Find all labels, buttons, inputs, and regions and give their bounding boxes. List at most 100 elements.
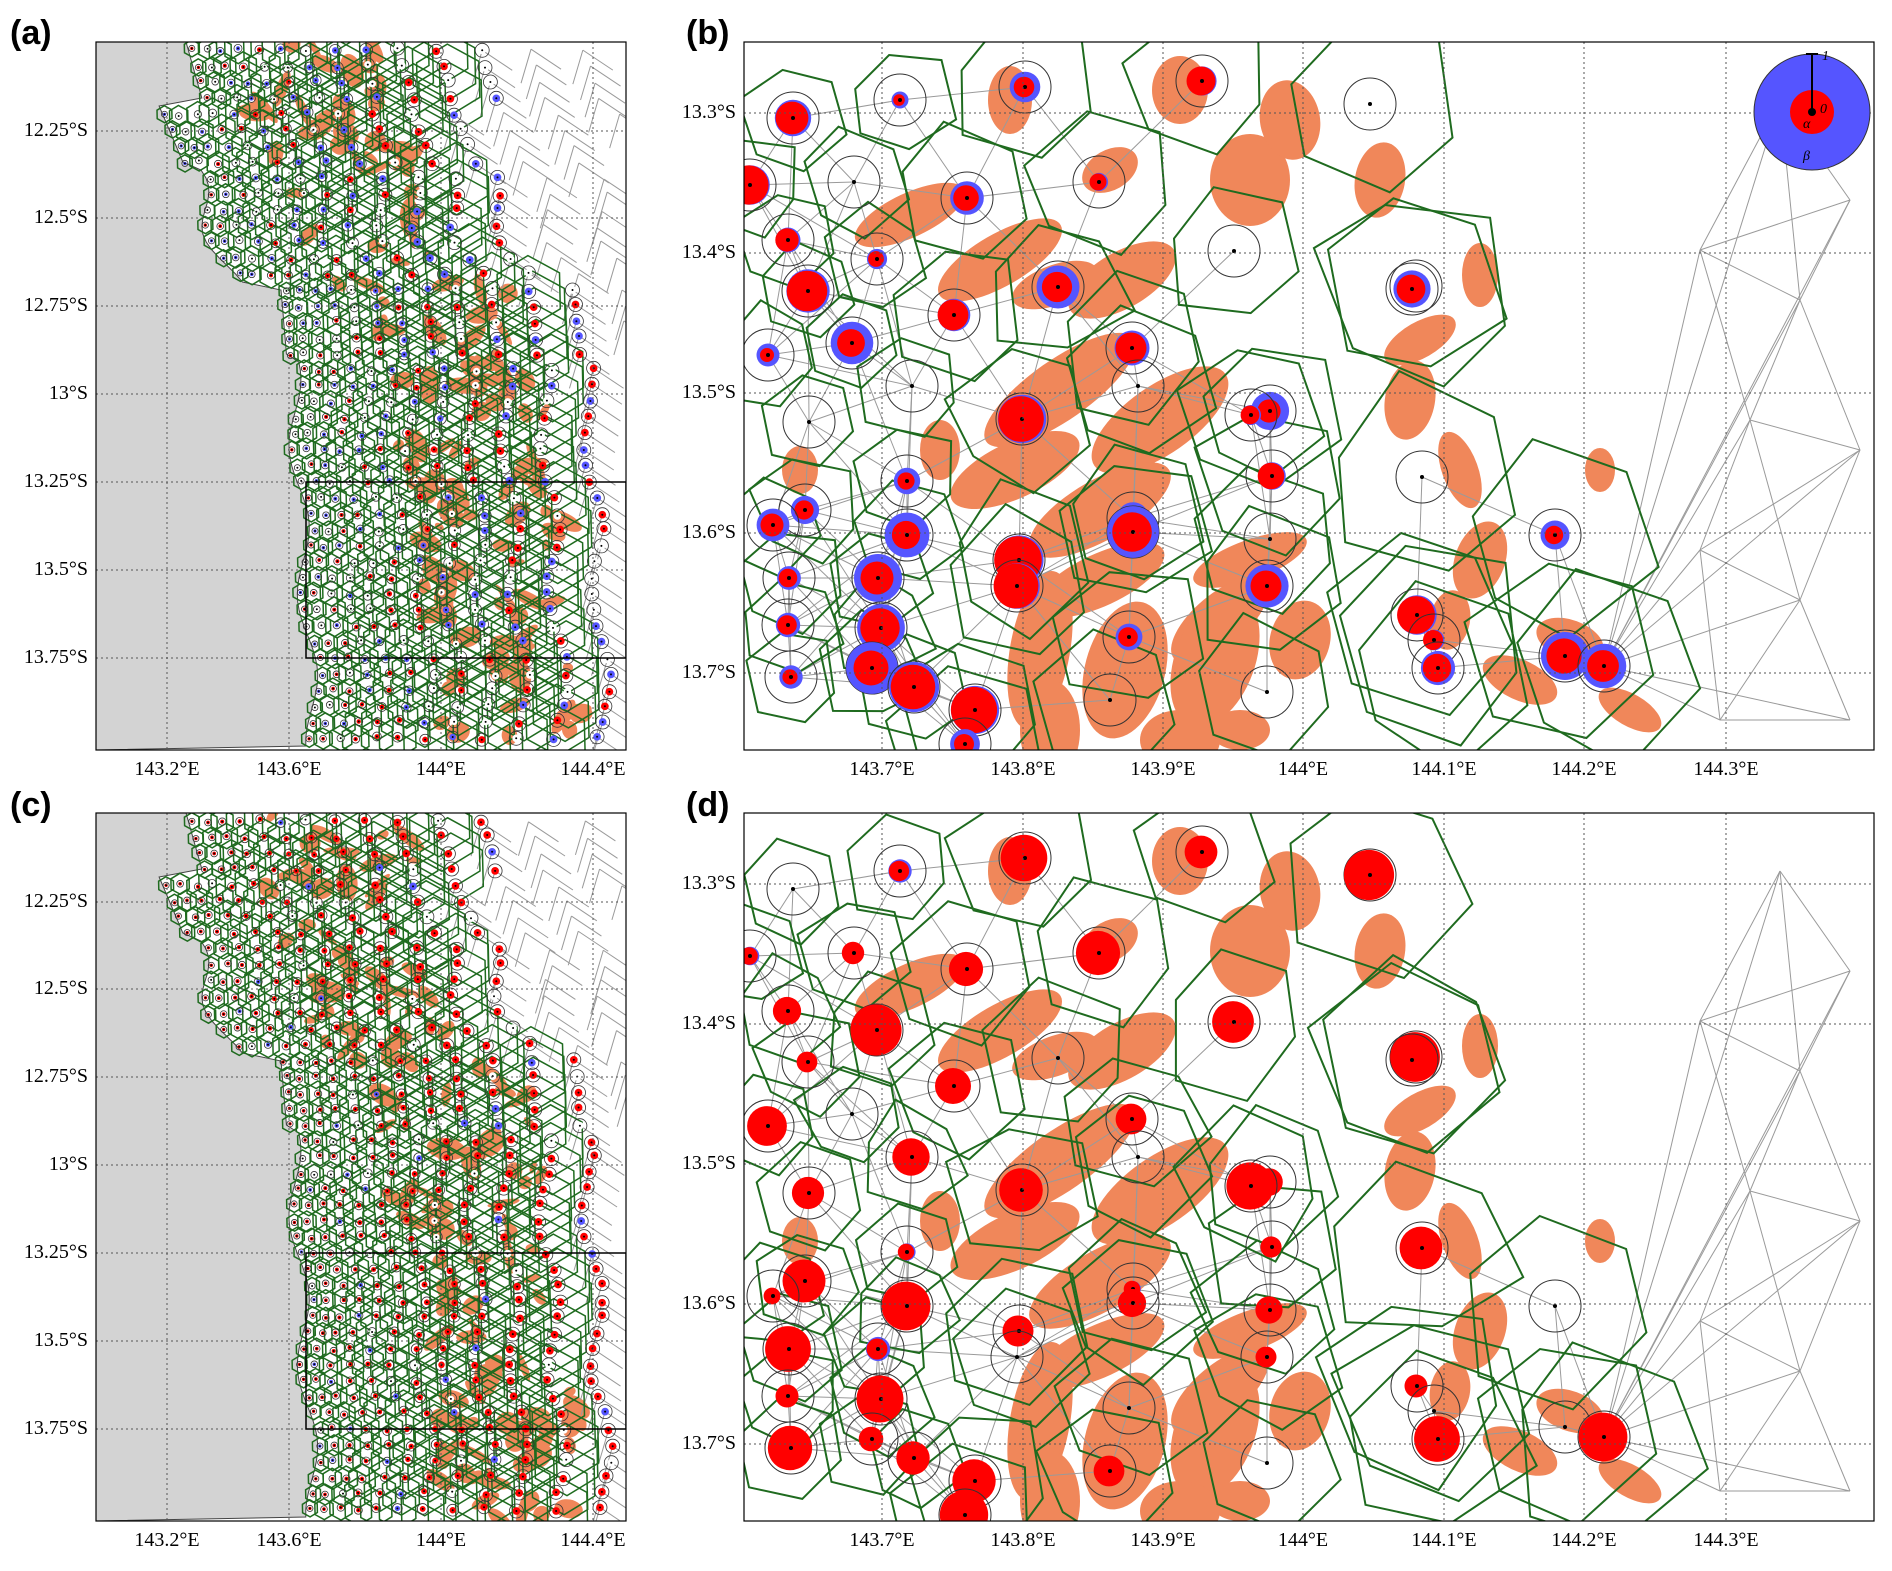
node-center — [351, 1093, 354, 1096]
node-center — [533, 1108, 536, 1111]
node-circle — [365, 76, 380, 91]
node-circle — [379, 956, 394, 971]
node-center — [316, 1140, 319, 1143]
voronoi-cell — [339, 1001, 391, 1060]
mesh-edge — [590, 1365, 621, 1387]
node-center — [327, 642, 330, 645]
node-circle — [314, 141, 328, 155]
voronoi-cell — [1023, 110, 1167, 257]
mesh-edge — [484, 870, 496, 906]
node-circle — [273, 942, 284, 952]
node-circle — [398, 846, 414, 861]
voronoi-cell — [200, 1005, 217, 1025]
node-center — [1015, 584, 1019, 588]
node-circle — [1106, 505, 1160, 559]
node-center — [402, 639, 405, 642]
node-circle — [542, 601, 558, 616]
node-circle — [389, 1022, 404, 1037]
mesh-edge — [591, 1012, 603, 1047]
node-circle — [511, 1292, 527, 1307]
node-center — [254, 176, 257, 179]
node-circle — [373, 526, 384, 537]
node-center — [602, 527, 605, 530]
node-circle — [490, 1212, 506, 1227]
node-circle — [353, 347, 363, 357]
node-center — [453, 529, 456, 532]
x-tick-label: 143.8°E — [990, 1529, 1056, 1551]
node-center — [220, 128, 223, 131]
node-center — [380, 706, 383, 708]
voronoi-cell — [401, 1465, 447, 1517]
node-center — [578, 335, 580, 337]
node-center — [194, 837, 197, 840]
node-circle — [485, 1084, 501, 1100]
node-center — [348, 946, 351, 949]
node-center — [455, 207, 458, 210]
node-center — [481, 49, 484, 52]
node-circle — [571, 1085, 586, 1100]
node-center — [318, 1154, 321, 1157]
node-circle — [571, 1100, 586, 1115]
node-circle — [584, 571, 600, 587]
node-center — [241, 964, 243, 966]
node-center — [217, 163, 220, 165]
node-center — [555, 546, 558, 549]
node-center — [480, 1315, 483, 1318]
node-center — [197, 66, 200, 69]
node-circle — [343, 173, 357, 186]
mesh-edge — [601, 641, 626, 659]
node-circle — [553, 1294, 568, 1310]
node-circle — [528, 332, 543, 348]
node-center — [508, 609, 510, 612]
node-center — [557, 1283, 560, 1286]
node-circle — [301, 605, 309, 613]
node-center — [365, 257, 368, 260]
node-circle — [410, 589, 422, 602]
node-circle — [422, 1071, 436, 1085]
node-circle — [345, 1342, 355, 1352]
voronoi-cell — [949, 502, 1086, 656]
node-circle — [782, 395, 836, 449]
mesh-edge — [604, 705, 626, 722]
node-center — [494, 869, 497, 872]
node-center — [497, 1218, 500, 1221]
voronoi-cell — [396, 584, 441, 636]
node-center — [404, 450, 407, 453]
node-center — [449, 994, 452, 996]
mesh-edge — [480, 821, 512, 843]
node-center — [575, 320, 578, 323]
node-circle — [313, 92, 326, 104]
node-circle — [761, 213, 815, 267]
node-circle — [460, 443, 474, 458]
node-center — [910, 384, 914, 388]
node-circle — [342, 1170, 352, 1180]
voronoi-cell — [241, 161, 270, 194]
voronoi-cell — [531, 668, 597, 743]
node-center — [491, 1091, 494, 1094]
voronoi-cell — [315, 53, 368, 113]
node-circle — [448, 524, 462, 537]
mesh-edge — [1421, 476, 1556, 536]
voronoi-cell — [516, 1327, 582, 1402]
node-circle — [426, 1116, 440, 1130]
voronoi-cell — [227, 933, 251, 961]
node-circle — [511, 716, 527, 732]
node-circle — [311, 1071, 320, 1080]
node-circle — [315, 368, 323, 376]
node-center — [257, 191, 260, 194]
node-circle — [395, 1088, 408, 1101]
node-center — [352, 1138, 355, 1141]
node-center — [372, 1077, 375, 1080]
node-center — [279, 884, 282, 886]
mesh-edge — [467, 143, 498, 165]
node-circle — [386, 1167, 398, 1179]
node-circle — [366, 1134, 377, 1145]
node-center — [428, 1077, 430, 1080]
node-center — [402, 835, 405, 838]
node-center — [298, 239, 300, 242]
mesh-edge — [1749, 419, 1861, 451]
node-circle — [269, 864, 279, 875]
node-circle — [183, 896, 191, 905]
mesh-edge — [566, 900, 598, 922]
mesh-edge — [579, 1125, 611, 1147]
